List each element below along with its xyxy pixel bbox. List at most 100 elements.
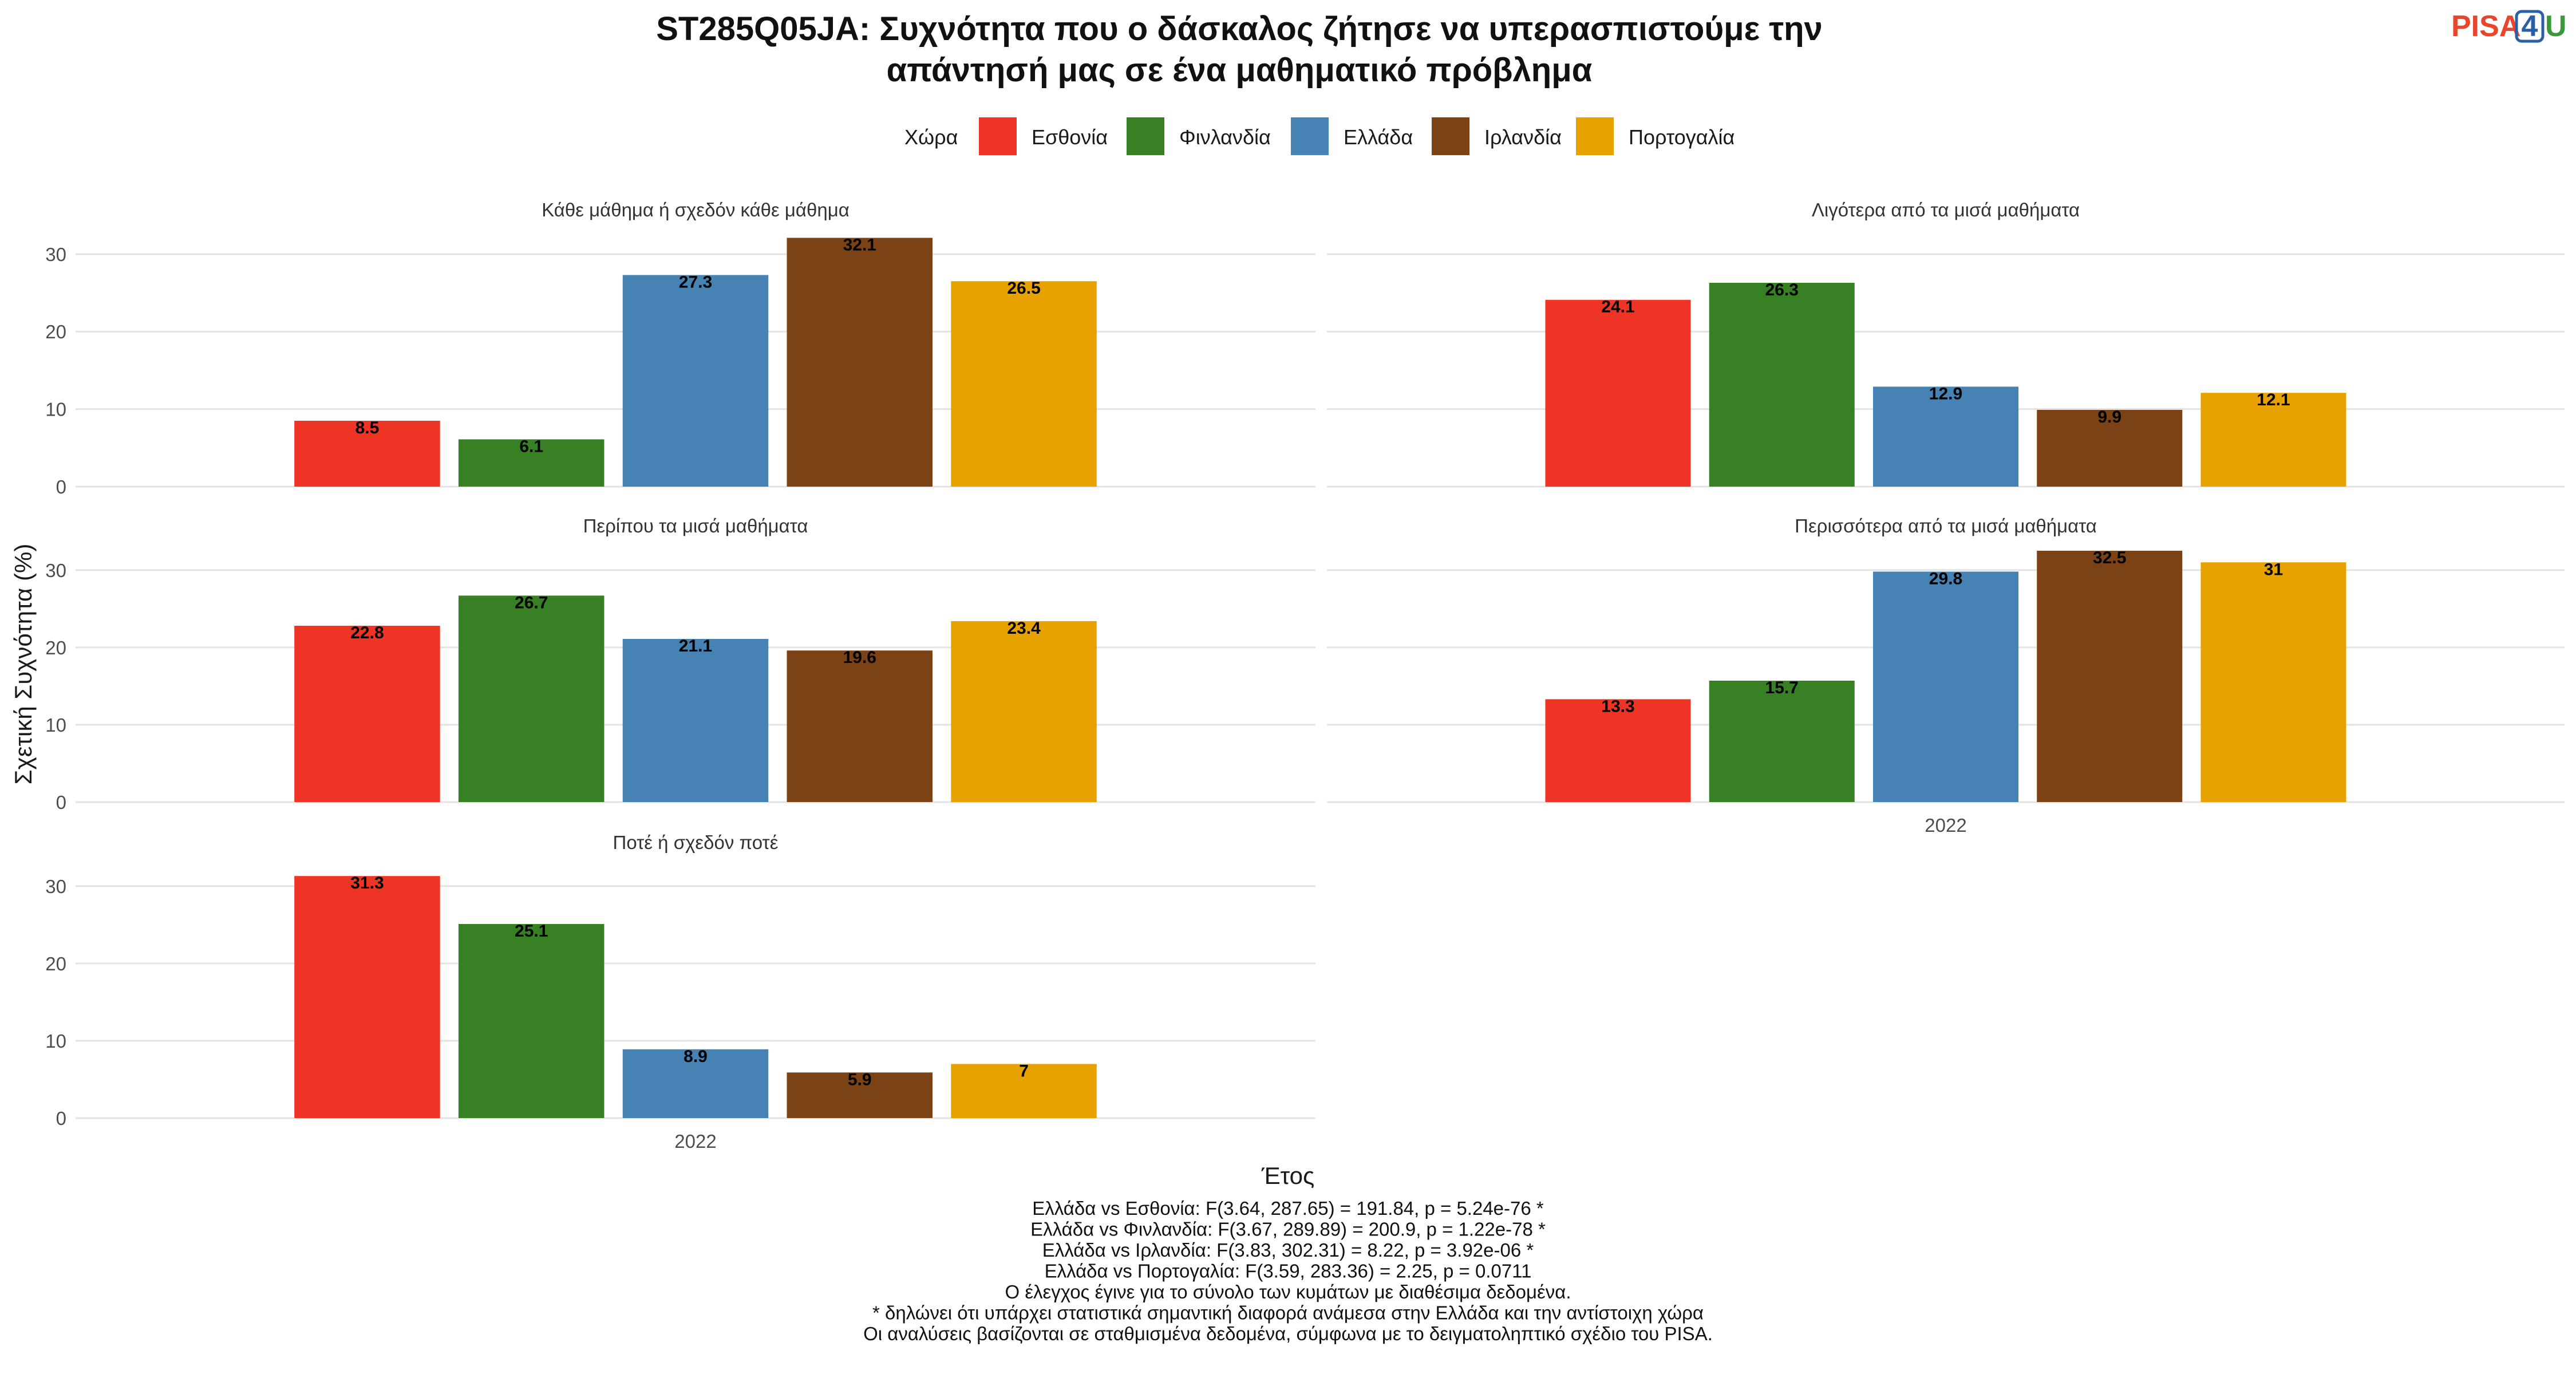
bar-value-label: 25.1 xyxy=(515,922,548,941)
bar xyxy=(951,281,1097,487)
legend-label: Ελλάδα xyxy=(1344,125,1413,149)
chart-title-line-2: απάντησή μας σε ένα μαθηματικό πρόβλημα xyxy=(887,52,1593,89)
bar xyxy=(458,595,605,802)
bar-value-label: 19.6 xyxy=(843,648,876,667)
y-tick-label: 20 xyxy=(45,637,66,658)
facet-title: Ποτέ ή σχεδόν ποτέ xyxy=(613,832,779,853)
bar xyxy=(787,1072,933,1118)
bar xyxy=(458,923,605,1118)
facet-panel: Κάθε μάθημα ή σχεδόν κάθε μάθημα 0 10 20 30 8… xyxy=(45,199,1315,498)
bar-value-label: 7 xyxy=(1019,1061,1029,1080)
bar-value-label: 12.9 xyxy=(1929,384,1962,403)
legend-label: Φινλανδία xyxy=(1179,125,1271,149)
legend-swatch xyxy=(1127,117,1164,155)
y-tick-label: 30 xyxy=(45,560,66,581)
y-tick-label: 20 xyxy=(45,321,66,342)
bar xyxy=(787,238,933,487)
bar xyxy=(622,1049,769,1118)
logo-badge xyxy=(2515,10,2545,43)
bar xyxy=(951,621,1097,802)
caption-line: Ελλάδα vs Πορτογαλία: F(3.59, 283.36) = … xyxy=(1045,1261,1532,1282)
legend: Χώρα Εσθονία Φινλανδία Ελλάδα Ιρλανδία Πορτο… xyxy=(904,117,1735,155)
caption-block: Ελλάδα vs Εσθονία: F(3.64, 287.65) = 191… xyxy=(863,1198,1713,1344)
bar-value-label: 26.7 xyxy=(515,593,548,612)
bar xyxy=(2200,562,2346,802)
legend-title: Χώρα xyxy=(904,125,958,149)
bar xyxy=(2037,551,2183,802)
bar xyxy=(294,420,440,487)
bar-value-label: 6.1 xyxy=(519,437,543,456)
y-tick-label: 30 xyxy=(45,244,66,265)
pisa4u-logo: PISA 4 U xyxy=(2451,10,2567,43)
bar xyxy=(2200,393,2346,487)
bar-value-label: 8.5 xyxy=(355,418,380,437)
caption-line: Ελλάδα vs Φινλανδία: F(3.67, 289.89) = 2… xyxy=(1030,1219,1546,1240)
bar-value-label: 29.8 xyxy=(1929,569,1962,588)
bar-value-label: 5.9 xyxy=(848,1070,872,1089)
x-axis-title: Έτος xyxy=(1261,1162,1315,1189)
bar-value-label: 27.3 xyxy=(679,273,712,291)
facet-panel: Λιγότερα από τα μισά μαθήματα 24.1 26.3 12.… xyxy=(1327,199,2565,488)
bar xyxy=(951,1064,1097,1118)
facet-title: Κάθε μάθημα ή σχεδόν κάθε μάθημα xyxy=(542,199,850,220)
legend-swatch xyxy=(1291,117,1329,155)
x-tick-label: 2022 xyxy=(674,1131,716,1152)
y-tick-label: 30 xyxy=(45,876,66,897)
caption-line: Ελλάδα vs Ιρλανδία: F(3.83, 302.31) = 8.… xyxy=(1042,1239,1534,1261)
legend-swatch xyxy=(979,117,1017,155)
bar xyxy=(2037,409,2183,487)
bar xyxy=(1709,680,1855,802)
bar-value-label: 26.5 xyxy=(1007,279,1040,298)
facet-title: Λιγότερα από τα μισά μαθήματα xyxy=(1812,199,2080,220)
facet-title: Περισσότερα από τα μισά μαθήματα xyxy=(1795,515,2097,536)
x-tick-label: 2022 xyxy=(1925,815,1966,836)
bar-value-label: 12.1 xyxy=(2257,390,2290,409)
bar-value-label: 8.9 xyxy=(683,1047,708,1066)
bar xyxy=(294,876,440,1118)
bar-value-label: 21.1 xyxy=(679,637,712,656)
bar-value-label: 32.5 xyxy=(2093,548,2126,567)
bar xyxy=(1545,299,1691,487)
caption-line: Ελλάδα vs Εσθονία: F(3.64, 287.65) = 191… xyxy=(1032,1198,1544,1219)
bar-value-label: 31.3 xyxy=(350,874,384,893)
y-tick-label: 0 xyxy=(56,476,66,498)
caption-line: * δηλώνει ότι υπάρχει στατιστικά σημαντι… xyxy=(872,1302,1704,1324)
bar xyxy=(1872,386,2019,487)
bar xyxy=(294,626,440,802)
chart-title-line-1: ST285Q05JA: Συχνότητα που ο δάσκαλος ζήτ… xyxy=(656,10,1823,48)
bar-value-label: 26.3 xyxy=(1765,281,1799,299)
bar-value-label: 22.8 xyxy=(350,623,384,642)
bar-value-label: 23.4 xyxy=(1007,619,1041,638)
facet-panel: Περισσότερα από τα μισά μαθήματα 13.3 15.7… xyxy=(1327,515,2565,836)
bar-value-label: 9.9 xyxy=(2097,408,2121,427)
legend-swatch xyxy=(1432,117,1469,155)
bar xyxy=(622,638,769,802)
logo-text-4: 4 xyxy=(2522,10,2538,43)
legend-label: Εσθονία xyxy=(1032,125,1108,149)
facet-panel: Ποτέ ή σχεδόν ποτέ 0 10 20 30 31.3 25.1 8.9 5.9 7… xyxy=(45,832,1315,1152)
bar xyxy=(1872,571,2019,802)
legend-label: Πορτογαλία xyxy=(1629,125,1735,149)
logo-text-u: U xyxy=(2545,10,2567,43)
facet-title: Περίπου τα μισά μαθήματα xyxy=(583,515,808,536)
caption-line: Οι αναλύσεις βασίζονται σε σταθμισμένα δ… xyxy=(863,1323,1713,1344)
bar-value-label: 13.3 xyxy=(1601,697,1634,716)
y-tick-label: 0 xyxy=(56,1108,66,1129)
bar xyxy=(622,275,769,487)
chart-panels: Κάθε μάθημα ή σχεδόν κάθε μάθημα 0 10 20 30 8… xyxy=(45,199,2565,1152)
caption-line: Ο έλεγχος έγινε για το σύνολο των κυμάτω… xyxy=(1005,1281,1571,1302)
bar-value-label: 24.1 xyxy=(1601,298,1634,317)
logo-text-pisa: PISA xyxy=(2451,10,2520,43)
y-tick-label: 0 xyxy=(56,792,66,813)
facet-panel: Περίπου τα μισά μαθήματα 0 10 20 30 22.8 26.7 2… xyxy=(45,515,1315,813)
bar xyxy=(787,650,933,802)
bar xyxy=(1709,282,1855,487)
bar-value-label: 15.7 xyxy=(1765,678,1799,697)
y-tick-label: 10 xyxy=(45,399,66,420)
bar xyxy=(1545,699,1691,802)
bar-value-label: 31 xyxy=(2264,560,2283,579)
y-tick-label: 20 xyxy=(45,953,66,974)
y-axis-title: Σχετική Συχνότητα (%) xyxy=(10,544,37,785)
y-tick-label: 10 xyxy=(45,1030,66,1052)
